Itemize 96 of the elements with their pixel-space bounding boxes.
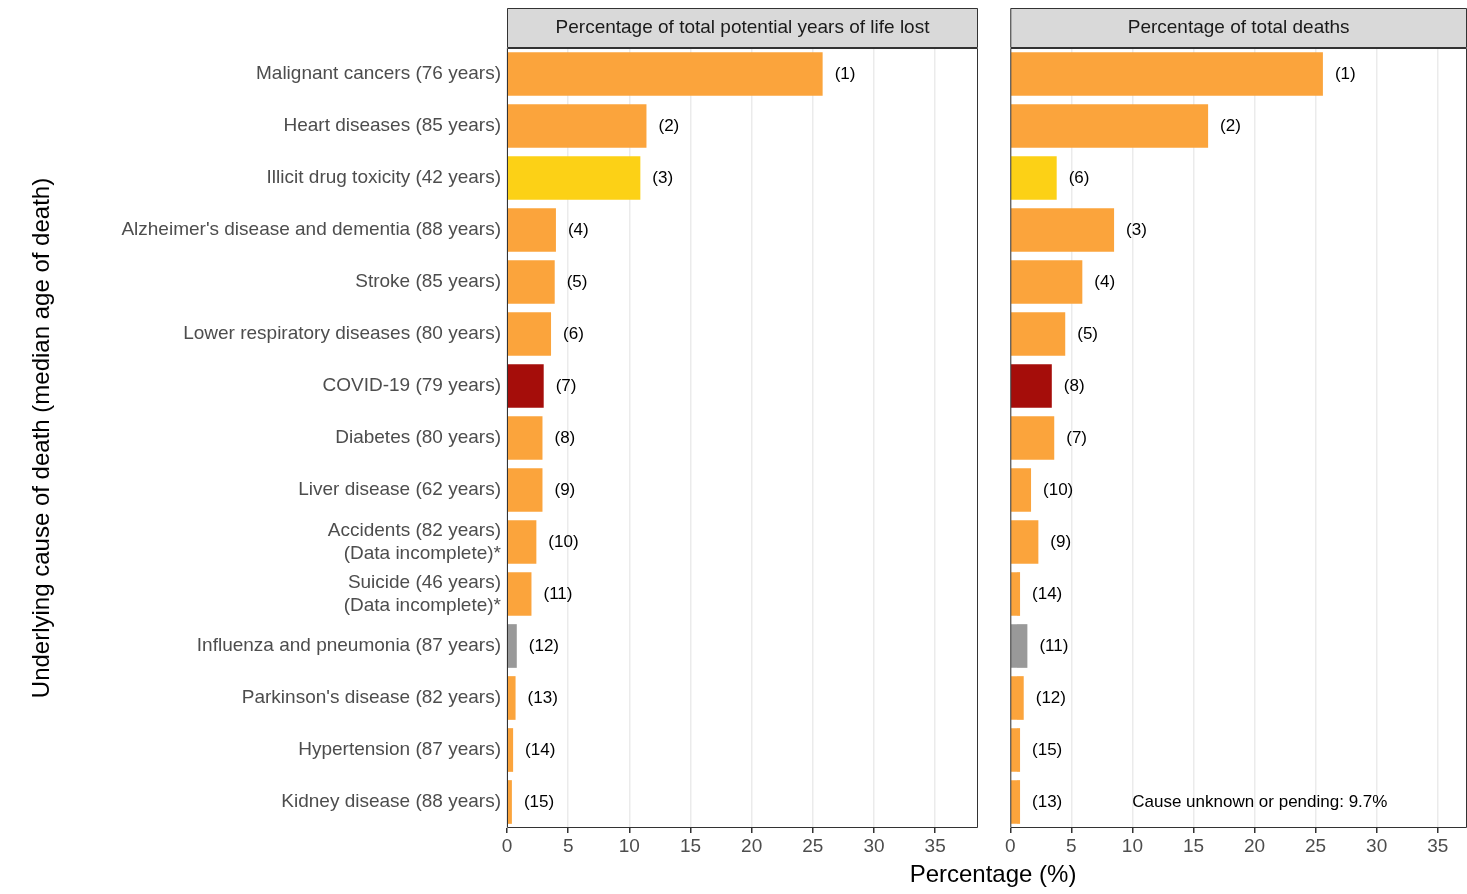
- x-tick-label: 0: [1004, 834, 1016, 856]
- bar: [1011, 780, 1021, 824]
- bar: [507, 156, 641, 200]
- bar: [507, 572, 532, 616]
- bar: [1011, 260, 1083, 304]
- y-tick-label: Heart diseases (85 years): [283, 114, 501, 136]
- y-tick-label: Alzheimer's disease and dementia (88 years): [121, 218, 501, 240]
- bar: [507, 416, 543, 460]
- y-tick-label: Malignant cancers (76 years): [256, 62, 501, 84]
- annotation: (9): [554, 479, 576, 499]
- bar: [1011, 364, 1052, 408]
- annotation: (3): [652, 167, 674, 187]
- bar: [507, 312, 552, 356]
- annotation: (10): [548, 531, 579, 551]
- bar: [507, 728, 514, 772]
- y-tick-label: Suicide (46 years) (Data incomplete)*: [343, 570, 502, 615]
- x-tick-label: 20: [1243, 834, 1266, 856]
- bar: [507, 364, 544, 408]
- annotation: (2): [1220, 115, 1241, 135]
- bar: [1011, 624, 1028, 668]
- annotation: (11): [543, 583, 573, 603]
- annotation: (12): [1035, 687, 1066, 707]
- annotation: (14): [525, 739, 556, 759]
- annotation: (7): [1066, 427, 1088, 447]
- bar: [1011, 572, 1021, 616]
- x-tick-label: 25: [802, 834, 824, 856]
- y-tick-label: Lower respiratory diseases (80 years): [183, 322, 501, 344]
- x-tick-label: 30: [863, 834, 885, 856]
- bar: [1011, 156, 1057, 200]
- bar: [1011, 104, 1209, 148]
- bar: [507, 52, 823, 96]
- annotation: Cause unknown or pending: 9.7%: [1132, 791, 1388, 811]
- bar: [1011, 676, 1024, 720]
- x-tick-label: 35: [924, 834, 946, 856]
- bar: [1011, 728, 1021, 772]
- annotation: (2): [658, 115, 680, 135]
- bar: [507, 104, 647, 148]
- x-tick-label: 5: [1066, 834, 1077, 856]
- annotation: (14): [1032, 583, 1063, 603]
- x-tick-label: 10: [618, 834, 640, 856]
- y-tick-label: COVID-19 (79 years): [322, 374, 501, 396]
- annotation: (3): [1126, 219, 1147, 239]
- x-tick-label: 5: [562, 834, 574, 856]
- annotation: (9): [1050, 531, 1072, 551]
- annotation: (6): [563, 323, 584, 343]
- y-tick-label: Accidents (82 years) (Data incomplete)*: [327, 518, 502, 563]
- chart-title: Percentage of total deaths: [1127, 16, 1350, 38]
- y-tick-label: Hypertension (87 years): [298, 738, 501, 760]
- x-tick-label: 10: [1121, 834, 1143, 856]
- y-tick-label: Kidney disease (88 years): [281, 790, 501, 812]
- annotation: (4): [567, 219, 589, 239]
- y-tick-label: Stroke (85 years): [355, 270, 501, 292]
- bar: [507, 624, 517, 668]
- bar: [507, 208, 556, 252]
- x-tick-label: 15: [679, 834, 702, 856]
- annotation: (7): [555, 375, 577, 395]
- annotation: (15): [1032, 739, 1063, 759]
- bar: [1011, 52, 1323, 96]
- x-axis-title: Percentage (%): [908, 860, 1078, 888]
- annotation: (8): [1063, 375, 1085, 395]
- x-tick-label: 25: [1305, 834, 1327, 856]
- y-tick-label: Diabetes (80 years): [335, 426, 501, 448]
- annotation: (8): [554, 427, 576, 447]
- x-tick-label: 30: [1366, 834, 1388, 856]
- annotation: (6): [1068, 167, 1090, 187]
- annotation: (1): [834, 63, 856, 83]
- annotation: (12): [528, 635, 560, 655]
- annotation: (5): [1077, 323, 1099, 343]
- annotation: (13): [527, 687, 558, 707]
- y-tick-label: Liver disease (62 years): [298, 478, 501, 500]
- bar: [1011, 416, 1055, 460]
- bar: [507, 780, 512, 824]
- annotation: (1): [1334, 63, 1356, 83]
- annotation: (5): [566, 271, 588, 291]
- y-axis-title: Underlying cause of death (median age of death): [27, 177, 55, 699]
- x-tick-label: 0: [501, 834, 513, 856]
- annotation: (15): [523, 791, 555, 811]
- x-tick-label: 20: [741, 834, 763, 856]
- x-tick-label: 35: [1427, 834, 1449, 856]
- chart-title: Percentage of total potential years of life lost: [555, 16, 931, 38]
- annotation: (10): [1043, 479, 1074, 499]
- annotation: (13): [1032, 791, 1063, 811]
- bar: [1011, 208, 1115, 252]
- bar: [1011, 520, 1039, 564]
- bar: [507, 520, 537, 564]
- y-tick-label: Parkinson's disease (82 years): [241, 686, 501, 708]
- y-tick-label: Influenza and pneumonia (87 years): [196, 634, 501, 656]
- annotation: (4): [1094, 271, 1116, 291]
- bar: [507, 676, 516, 720]
- annotation: (11): [1039, 635, 1069, 655]
- y-tick-label: Illicit drug toxicity (42 years): [266, 166, 501, 188]
- bar: [507, 468, 543, 512]
- x-tick-label: 15: [1182, 834, 1205, 856]
- bar: [1011, 312, 1066, 356]
- bar: [507, 260, 555, 304]
- bar: [1011, 468, 1032, 512]
